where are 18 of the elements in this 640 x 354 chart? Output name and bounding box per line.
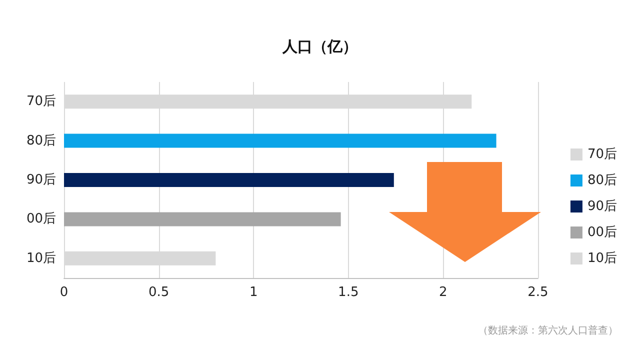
y-tick-label: 10后 [26,250,56,266]
y-tick-label: 80后 [26,133,56,148]
x-tick-label: 2.5 [528,285,548,300]
legend-label: 90后 [587,199,618,214]
legend-label: 10后 [587,251,618,266]
x-tick-label: 1.5 [338,285,359,300]
x-tick-label: 1 [249,285,258,300]
x-tick-label: 2 [439,285,448,300]
text: （数据来源：第六次人口普查） [478,324,618,336]
y-tick-label: 70后 [26,94,56,110]
y-tick-label: 90后 [26,172,56,188]
chart-title: 人口（亿） [282,38,358,56]
y-tick-label: 00后 [26,212,56,227]
legend-label: 70后 [587,147,618,162]
x-tick-label: 0 [60,285,68,300]
legend-label: 00后 [587,225,618,240]
x-tick-label: 0.5 [148,285,170,300]
legend-label: 80后 [587,173,618,188]
